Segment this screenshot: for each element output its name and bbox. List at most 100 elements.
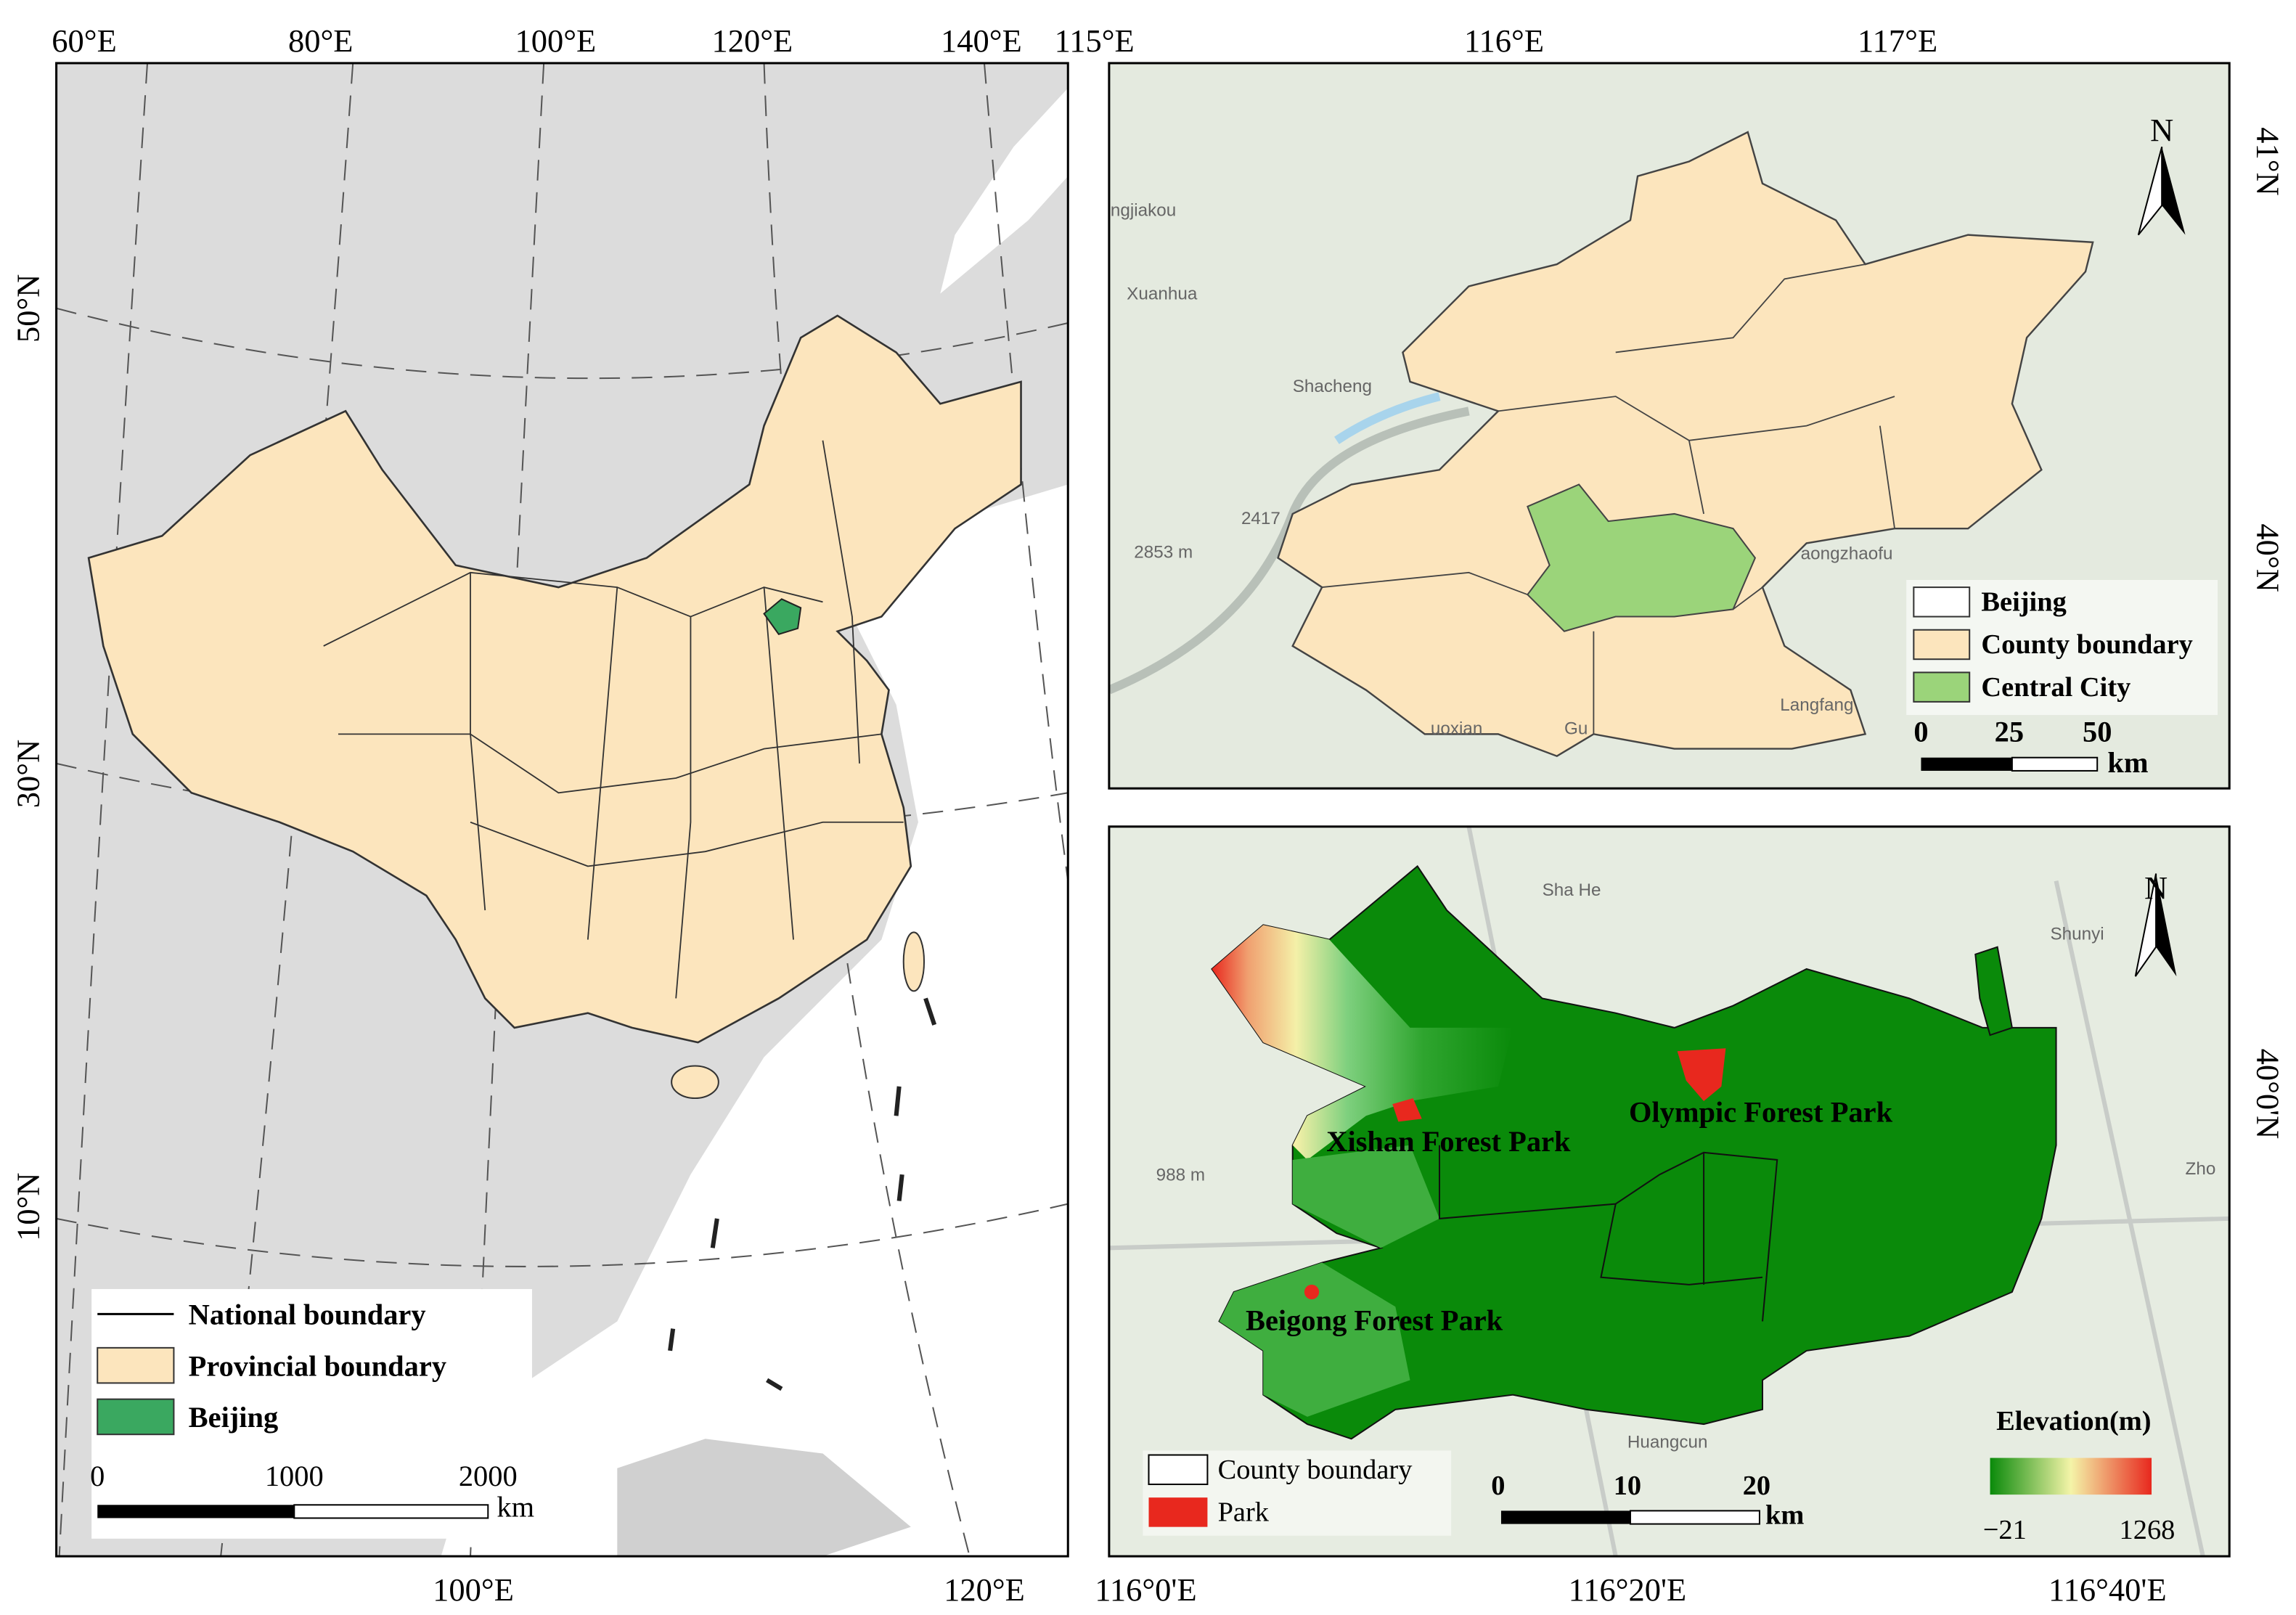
scale-label: 1000 — [265, 1460, 324, 1492]
ramp-max-label: 1268 — [2120, 1515, 2176, 1545]
scale-bar — [1629, 1510, 1760, 1525]
scale-unit: km — [497, 1490, 534, 1523]
park-olympic — [1677, 1048, 1726, 1102]
legend-swatch — [97, 1346, 175, 1384]
place-name: 2417 — [1241, 509, 1280, 528]
scale-label: 20 — [1743, 1471, 1770, 1501]
legend-label: National boundary — [189, 1299, 426, 1331]
right-tick-label: 41°N — [2250, 127, 2287, 195]
scale-bar — [1921, 757, 2012, 771]
top-tick-label: 116°E — [1464, 23, 1544, 59]
scale-bar — [1500, 1510, 1630, 1524]
scale-bar — [293, 1504, 489, 1519]
park-xishan — [1392, 1098, 1422, 1122]
place-name: Xuanhua — [1127, 285, 1198, 304]
north-label: N — [2144, 870, 2168, 906]
legend-swatch — [1148, 1454, 1209, 1485]
place-name: uoxian — [1431, 719, 1483, 738]
top-tick-label: 140°E — [941, 23, 1022, 59]
scale-bar — [97, 1505, 295, 1518]
legend-label: County boundary — [1218, 1455, 1413, 1485]
china-outline — [87, 314, 1022, 1044]
legend-label: Park — [1218, 1497, 1270, 1528]
scale-bar — [2011, 756, 2099, 772]
place-name: Gu — [1564, 719, 1588, 738]
legend-label: Beijing — [1981, 586, 2066, 617]
legend-label: Beijing — [189, 1401, 279, 1434]
central-panel — [1108, 826, 2230, 1557]
park-label: Beigong Forest Park — [1246, 1304, 1503, 1337]
scale-unit: km — [1765, 1500, 1804, 1531]
legend-label: Provincial boundary — [189, 1349, 446, 1382]
legend-label: County boundary — [1981, 629, 2192, 660]
frame — [1108, 825, 2231, 1558]
place-name: 988 m — [1156, 1165, 1205, 1185]
elevation-area — [1211, 864, 2057, 1440]
ocean — [940, 88, 1069, 294]
left-tick-label: 50°N — [9, 274, 46, 343]
left-tick-label: 10°N — [9, 1172, 46, 1240]
scale-label: 0 — [90, 1460, 105, 1492]
bottom-tick-label: 116°20'E — [1569, 1571, 1687, 1608]
place-name: Zho — [2186, 1159, 2216, 1179]
place-name: 2853 m — [1134, 543, 1193, 563]
right-tick-label: 40°0'N — [2250, 1049, 2287, 1140]
scale-unit: km — [2107, 746, 2148, 779]
county-boundaries — [1322, 263, 1895, 735]
elevation-ramp — [1990, 1457, 2152, 1495]
legend-swatch — [1913, 586, 1971, 618]
top-tick-label: 80°E — [288, 23, 353, 59]
bottom-tick-label: 120°E — [944, 1571, 1025, 1608]
bottom-tick-label: 116°0'E — [1095, 1571, 1196, 1608]
labels: 60°E 80°E 100°E 120°E 140°E 100°E 120°E 50°N 30°… — [9, 23, 2286, 1608]
provincial-boundaries — [323, 440, 904, 999]
scale-label: 10 — [1614, 1471, 1641, 1501]
top-tick-label: 120°E — [712, 23, 793, 59]
ramp-min-label: −21 — [1983, 1515, 2027, 1545]
frame — [55, 62, 1069, 1558]
bottom-tick-label: 100°E — [433, 1571, 514, 1608]
legend-title: Elevation(m) — [1996, 1406, 2151, 1436]
place-name: ngjiakou — [1111, 200, 1176, 220]
scale-label: 2000 — [459, 1460, 518, 1492]
central-city — [1527, 483, 1757, 632]
place-name: Shunyi — [2050, 925, 2104, 944]
place-name: Langfang — [1780, 695, 1853, 715]
taiwan — [902, 931, 926, 992]
china-panel — [56, 62, 1069, 1557]
park-beigong — [1304, 1284, 1320, 1300]
scale-label: 50 — [2083, 715, 2112, 748]
north-arrow — [2156, 873, 2177, 977]
scale-label: 25 — [1995, 715, 2024, 748]
bottom-tick-label: 116°40'E — [2048, 1571, 2167, 1608]
county-boundaries — [1439, 1145, 1778, 1322]
elevation-lowland — [1219, 1145, 1440, 1417]
left-tick-label: 30°N — [9, 740, 46, 808]
hainan — [671, 1065, 719, 1100]
island — [617, 1439, 911, 1557]
north-label: N — [2150, 112, 2173, 148]
place-name: Shacheng — [1293, 377, 1372, 396]
legend-swatch — [1913, 671, 1971, 703]
legend-swatch — [1913, 629, 1971, 661]
legend-swatch — [1148, 1497, 1208, 1527]
top-tick-label: 60°E — [52, 23, 116, 59]
place-name: Huangcun — [1627, 1432, 1708, 1452]
elevation-west — [1212, 925, 1513, 1160]
top-tick-label: 100°E — [515, 23, 596, 59]
scale-label: 0 — [1491, 1471, 1505, 1501]
scale-label: 0 — [1913, 715, 1928, 748]
right-tick-label: 40°N — [2250, 523, 2287, 592]
ocean — [441, 484, 1069, 1557]
legend-swatch — [97, 1398, 175, 1436]
frame — [1108, 62, 2231, 790]
park-label: Xishan Forest Park — [1326, 1125, 1571, 1158]
shunyi-area — [1974, 946, 2014, 1037]
top-tick-label: 115°E — [1055, 23, 1135, 59]
place-name: Sha He — [1543, 880, 1601, 900]
legend-label: Central City — [1981, 672, 2130, 703]
dash-line — [668, 997, 937, 1391]
